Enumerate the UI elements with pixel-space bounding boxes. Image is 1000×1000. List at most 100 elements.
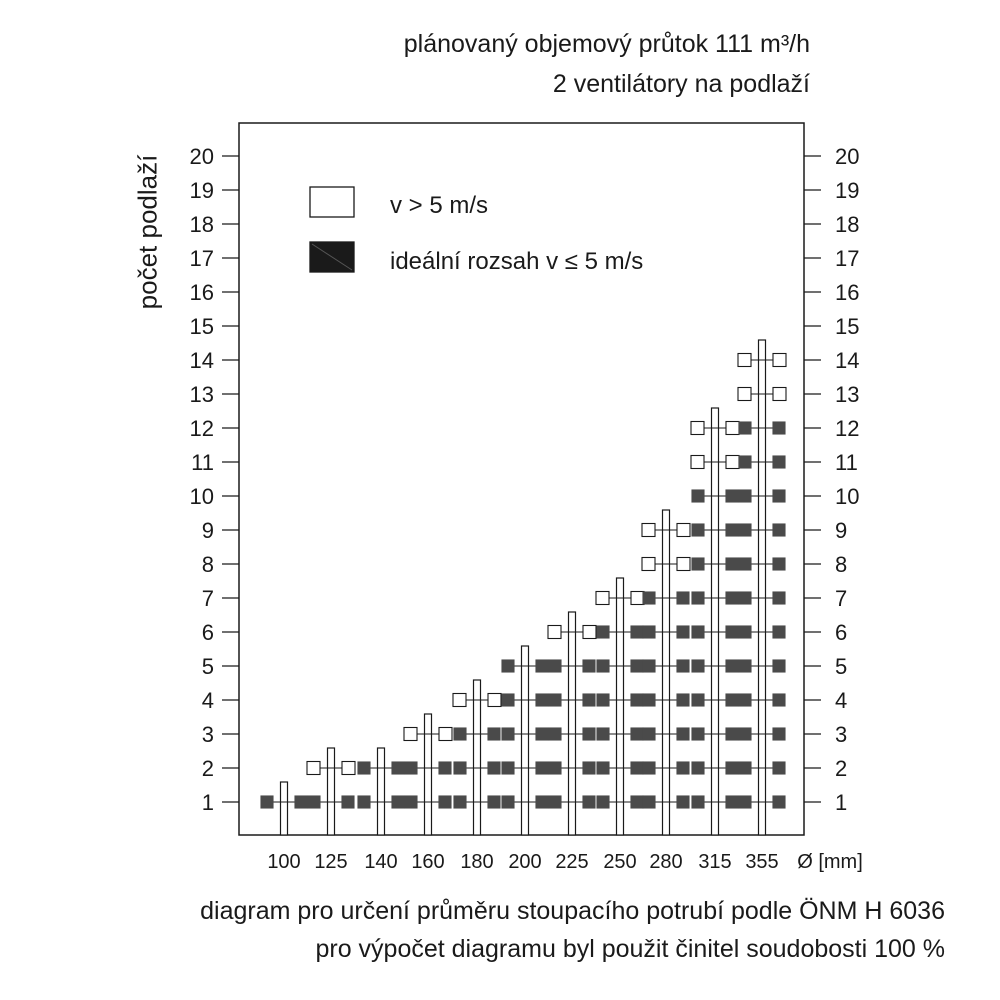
fan-marker-ideal bbox=[642, 693, 656, 707]
riser-pipe bbox=[326, 747, 336, 836]
fan-marker-ideal bbox=[691, 489, 705, 503]
fan-marker-ideal bbox=[260, 795, 274, 809]
y-tick-label-right: 2 bbox=[835, 756, 847, 781]
y-tick-label-right: 11 bbox=[835, 450, 858, 475]
fan-marker-ideal bbox=[676, 761, 690, 775]
fan-marker-ideal bbox=[548, 693, 562, 707]
y-tick-label-left: 20 bbox=[190, 144, 214, 169]
legend-swatch-hatch bbox=[311, 243, 353, 271]
fan-marker-ideal bbox=[642, 591, 656, 605]
riser-column-355 bbox=[737, 339, 787, 836]
x-tick-label: 180 bbox=[460, 851, 493, 873]
legend: v > 5 m/s ideální rozsah v ≤ 5 m/s bbox=[309, 186, 643, 275]
y-tick-label-right: 5 bbox=[835, 654, 847, 679]
fan-marker-ideal bbox=[453, 727, 467, 741]
riser-column-225 bbox=[547, 611, 597, 836]
fan-marker-ideal bbox=[772, 523, 786, 537]
fan-marker-ideal bbox=[630, 761, 644, 775]
fan-marker-ideal bbox=[501, 693, 515, 707]
fan-marker-ideal bbox=[391, 795, 405, 809]
riser-columns bbox=[260, 339, 787, 836]
fan-marker-ideal bbox=[501, 761, 515, 775]
x-tick-label: 225 bbox=[555, 851, 588, 873]
fan-marker-ideal bbox=[676, 727, 690, 741]
x-tick-label: 125 bbox=[314, 851, 347, 873]
fan-marker-ideal bbox=[738, 421, 752, 435]
fan-marker-ideal bbox=[582, 727, 596, 741]
fan-marker-ideal bbox=[676, 659, 690, 673]
riser-column-100 bbox=[260, 781, 308, 836]
fan-marker-over bbox=[452, 692, 467, 708]
fan-marker-ideal bbox=[642, 625, 656, 639]
chart-subtitle: 2 ventilátory na podlaží bbox=[552, 70, 810, 98]
fan-marker-ideal bbox=[725, 625, 739, 639]
y-tick-label-right: 6 bbox=[835, 620, 847, 645]
fan-marker-ideal bbox=[725, 761, 739, 775]
y-tick-label-left: 9 bbox=[202, 518, 214, 543]
riser-column-140 bbox=[357, 747, 405, 836]
fan-marker-ideal bbox=[772, 659, 786, 673]
x-tick-label: 140 bbox=[364, 851, 397, 873]
fan-marker-over bbox=[582, 624, 597, 640]
y-tick-label-right: 3 bbox=[835, 722, 847, 747]
y-tick-label-left: 1 bbox=[202, 790, 214, 815]
x-axis-label: Ø [mm] bbox=[797, 851, 863, 873]
fan-marker-ideal bbox=[596, 659, 610, 673]
fan-marker-over bbox=[737, 352, 752, 368]
fan-marker-ideal bbox=[357, 761, 371, 775]
fan-marker-over bbox=[676, 522, 691, 538]
x-tick-label: 280 bbox=[649, 851, 682, 873]
fan-marker-ideal bbox=[691, 557, 705, 571]
y-tick-label-right: 8 bbox=[835, 552, 847, 577]
fan-marker-ideal bbox=[357, 795, 371, 809]
fan-marker-over bbox=[630, 590, 645, 606]
y-tick-label-right: 13 bbox=[835, 382, 859, 407]
fan-marker-ideal bbox=[772, 455, 786, 469]
fan-marker-ideal bbox=[630, 659, 644, 673]
fan-marker-ideal bbox=[691, 591, 705, 605]
chart-title: plánovaný objemový průtok 111 m³/h bbox=[403, 30, 810, 58]
fan-marker-ideal bbox=[548, 795, 562, 809]
fan-marker-ideal bbox=[535, 693, 549, 707]
fan-marker-ideal bbox=[630, 727, 644, 741]
y-tick-label-left: 7 bbox=[202, 586, 214, 611]
fan-marker-ideal bbox=[548, 761, 562, 775]
chart-caption: diagram pro určení průměru stoupacího po… bbox=[200, 897, 945, 925]
fan-marker-ideal bbox=[438, 795, 452, 809]
fan-marker-ideal bbox=[548, 659, 562, 673]
fan-marker-over bbox=[725, 454, 740, 470]
fan-marker-ideal bbox=[738, 659, 752, 673]
fan-marker-ideal bbox=[453, 761, 467, 775]
y-tick-label-right: 4 bbox=[835, 688, 847, 713]
y-tick-label-right: 20 bbox=[835, 144, 859, 169]
fan-marker-ideal bbox=[582, 693, 596, 707]
y-tick-label-left: 11 bbox=[191, 450, 214, 475]
fan-marker-ideal bbox=[725, 693, 739, 707]
fan-marker-ideal bbox=[738, 727, 752, 741]
y-tick-label-left: 16 bbox=[190, 280, 214, 305]
fan-marker-ideal bbox=[596, 795, 610, 809]
riser-pipe bbox=[279, 781, 289, 836]
fan-marker-ideal bbox=[725, 795, 739, 809]
fan-marker-ideal bbox=[772, 625, 786, 639]
y-tick-label-left: 8 bbox=[202, 552, 214, 577]
fan-marker-ideal bbox=[642, 761, 656, 775]
fan-marker-ideal bbox=[738, 693, 752, 707]
fan-marker-ideal bbox=[676, 625, 690, 639]
fan-marker-ideal bbox=[738, 523, 752, 537]
fan-marker-ideal bbox=[341, 795, 355, 809]
fan-marker-ideal bbox=[501, 795, 515, 809]
fan-marker-ideal bbox=[725, 591, 739, 605]
fan-marker-over bbox=[725, 420, 740, 436]
fan-marker-ideal bbox=[487, 727, 501, 741]
fan-marker-over bbox=[690, 454, 705, 470]
fan-marker-ideal bbox=[738, 761, 752, 775]
fan-marker-ideal bbox=[487, 761, 501, 775]
fan-marker-ideal bbox=[630, 795, 644, 809]
fan-marker-over bbox=[438, 726, 453, 742]
fan-marker-ideal bbox=[501, 727, 515, 741]
y-tick-label-left: 12 bbox=[190, 416, 214, 441]
fan-marker-ideal bbox=[596, 761, 610, 775]
